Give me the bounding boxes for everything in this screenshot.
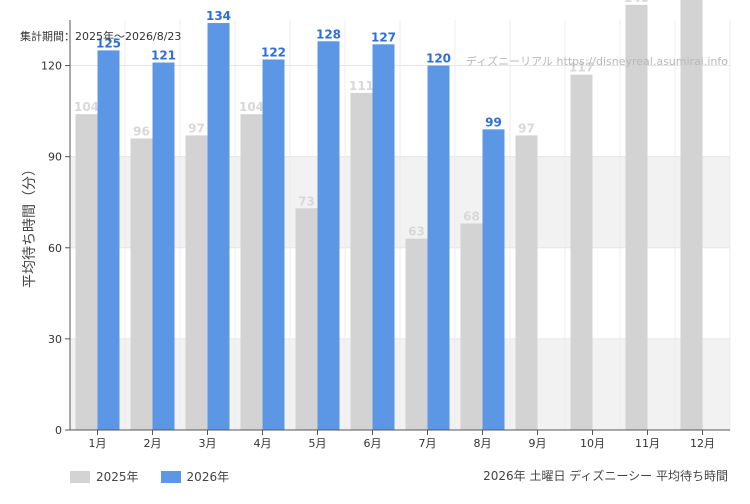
data-label-2025: 97 <box>518 121 535 135</box>
bar-2025 <box>570 74 593 431</box>
x-tick-label: 7月 <box>419 437 437 450</box>
legend-label-2026: 2026年 <box>186 470 230 484</box>
data-label-2026: 120 <box>426 52 451 66</box>
bar-2025 <box>680 0 703 430</box>
x-tick-label: 3月 <box>199 437 217 450</box>
x-tick-label: 6月 <box>364 437 382 450</box>
bar-2025 <box>240 114 263 431</box>
data-label-2026: 121 <box>151 49 176 63</box>
bar-2025 <box>185 135 208 430</box>
legend: 2025年 2026年 <box>70 468 229 485</box>
y-tick-label: 0 <box>55 424 62 437</box>
legend-item-2025: 2025年 <box>70 468 139 485</box>
y-axis-title: 平均待ち時間（分） <box>22 162 38 288</box>
x-tick-label: 4月 <box>254 437 272 450</box>
bar-2026 <box>317 41 340 431</box>
data-label-2025: 104 <box>239 100 264 114</box>
data-label-2025: 96 <box>133 124 150 138</box>
bar-2026 <box>482 129 505 431</box>
data-label-2026: 128 <box>316 27 341 41</box>
chart-title: 2026年 土曜日 ディズニーシー 平均待ち時間 <box>483 469 728 483</box>
y-tick-label: 60 <box>48 242 62 255</box>
legend-label-2025: 2025年 <box>96 470 139 484</box>
data-label-2025: 140 <box>624 0 649 5</box>
collection-period: 集計期間：2025年～2026/8/23 <box>20 30 182 43</box>
bar-2025 <box>75 114 98 431</box>
x-tick-label: 5月 <box>309 437 327 450</box>
y-tick-label: 30 <box>48 333 62 346</box>
data-label-2025: 63 <box>408 225 425 239</box>
bar-2026 <box>152 62 175 430</box>
y-tick-label: 120 <box>41 60 62 73</box>
bar-2025 <box>625 4 648 430</box>
x-tick-label: 12月 <box>690 437 715 450</box>
x-tick-label: 11月 <box>635 437 660 450</box>
data-label-2025: 117 <box>569 61 594 75</box>
legend-item-2026: 2026年 <box>160 468 230 485</box>
bar-2026 <box>97 50 120 431</box>
data-label-2025: 97 <box>188 121 205 135</box>
y-tick-label: 90 <box>48 151 62 164</box>
x-tick-label: 1月 <box>89 437 107 450</box>
bar-2025 <box>295 208 318 430</box>
bar-2026 <box>427 65 450 431</box>
legend-swatch-2026 <box>160 470 181 483</box>
x-tick-label: 9月 <box>529 437 547 450</box>
bar-2026 <box>207 23 230 430</box>
data-label-2026: 134 <box>206 9 231 23</box>
x-tick-label: 8月 <box>474 437 492 450</box>
data-label-2026: 99 <box>485 115 502 129</box>
bar-2025 <box>460 223 483 430</box>
data-label-2025: 68 <box>463 209 480 223</box>
watermark: ディズニーリアル https://disneyreal.asumirai.inf… <box>465 55 728 68</box>
data-label-2026: 127 <box>371 30 396 44</box>
legend-swatch-2025 <box>70 470 90 483</box>
bar-2026 <box>262 59 285 431</box>
x-tick-label: 2月 <box>144 437 162 450</box>
bar-2025 <box>515 135 538 430</box>
x-tick-label: 10月 <box>580 437 605 450</box>
data-label-2025: 104 <box>74 100 99 114</box>
bar-2025 <box>130 138 153 430</box>
data-label-2025: 73 <box>298 194 315 208</box>
data-label-2026: 125 <box>96 36 121 50</box>
bar-2026 <box>372 44 395 430</box>
data-label-2025: 111 <box>349 79 374 93</box>
bar-2025 <box>405 238 428 430</box>
data-label-2026: 122 <box>261 45 286 59</box>
bar-2025 <box>350 92 373 430</box>
